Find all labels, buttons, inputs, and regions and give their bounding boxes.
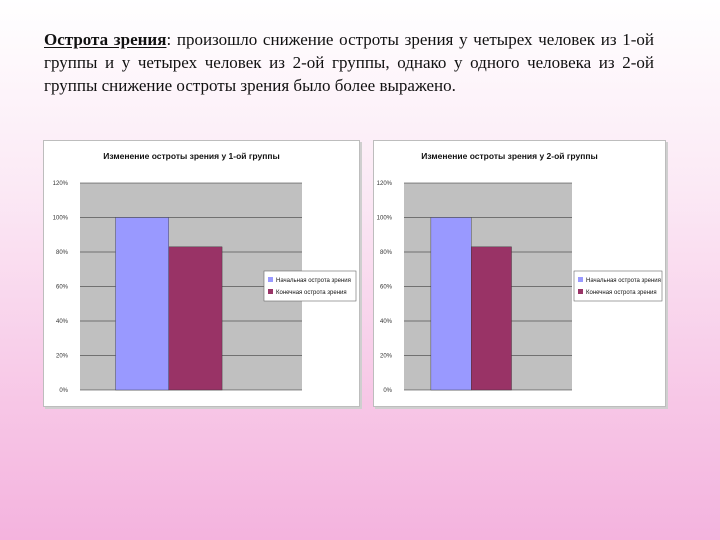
y-tick-label: 40% — [56, 319, 69, 325]
legend-box — [573, 270, 663, 302]
legend-label: Конечная острота зрения — [586, 290, 657, 296]
chart-group-2: Изменение остроты зрения у 2-ой группы 0%… — [373, 140, 666, 407]
y-tick-label: 80% — [380, 250, 393, 256]
bar-initial — [430, 217, 472, 391]
legend-label: Начальная острота зрения — [586, 278, 661, 284]
y-tick-label: 0% — [59, 388, 68, 394]
y-tick-label: 0% — [383, 388, 392, 394]
bar-initial — [115, 217, 169, 391]
bar-final — [168, 246, 223, 391]
chart-svg-group-2: Изменение остроты зрения у 2-ой группы 0%… — [377, 151, 663, 394]
y-tick-label: 20% — [380, 354, 393, 360]
y-tick-label: 40% — [380, 319, 393, 325]
body-text: : произошло снижение остроты зрения у че… — [44, 30, 654, 95]
chart-group-1: Изменение остроты зрения у 1-ой группы 0%… — [43, 140, 360, 407]
y-tick-label: 80% — [56, 250, 69, 256]
y-tick-label: 60% — [380, 285, 393, 291]
y-tick-label: 120% — [53, 181, 69, 187]
description-paragraph: Острота зрения: произошло снижение остро… — [44, 28, 654, 97]
y-tick-label: 100% — [53, 216, 69, 222]
bar-final — [470, 246, 512, 391]
chart-title: Изменение остроты зрения у 1-ой группы — [103, 151, 280, 161]
legend-swatch — [578, 289, 583, 294]
y-tick-label: 120% — [377, 181, 393, 187]
legend-swatch — [578, 277, 583, 282]
y-tick-label: 20% — [56, 354, 69, 360]
y-tick-label: 100% — [377, 216, 393, 222]
legend-swatch — [268, 289, 273, 294]
y-tick-label: 60% — [56, 285, 69, 291]
legend-swatch — [268, 277, 273, 282]
lead-bold-text: Острота зрения — [44, 30, 167, 49]
legend-box — [263, 270, 357, 302]
legend: Начальная острота зрения Конечная острота… — [573, 270, 663, 302]
chart-svg-group-1: Изменение остроты зрения у 1-ой группы 0%… — [53, 151, 357, 394]
legend-label: Начальная острота зрения — [276, 278, 351, 284]
legend: Начальная острота зрения Конечная острота… — [263, 270, 357, 302]
legend-label: Конечная острота зрения — [276, 290, 347, 296]
chart-title: Изменение остроты зрения у 2-ой группы — [421, 151, 598, 161]
